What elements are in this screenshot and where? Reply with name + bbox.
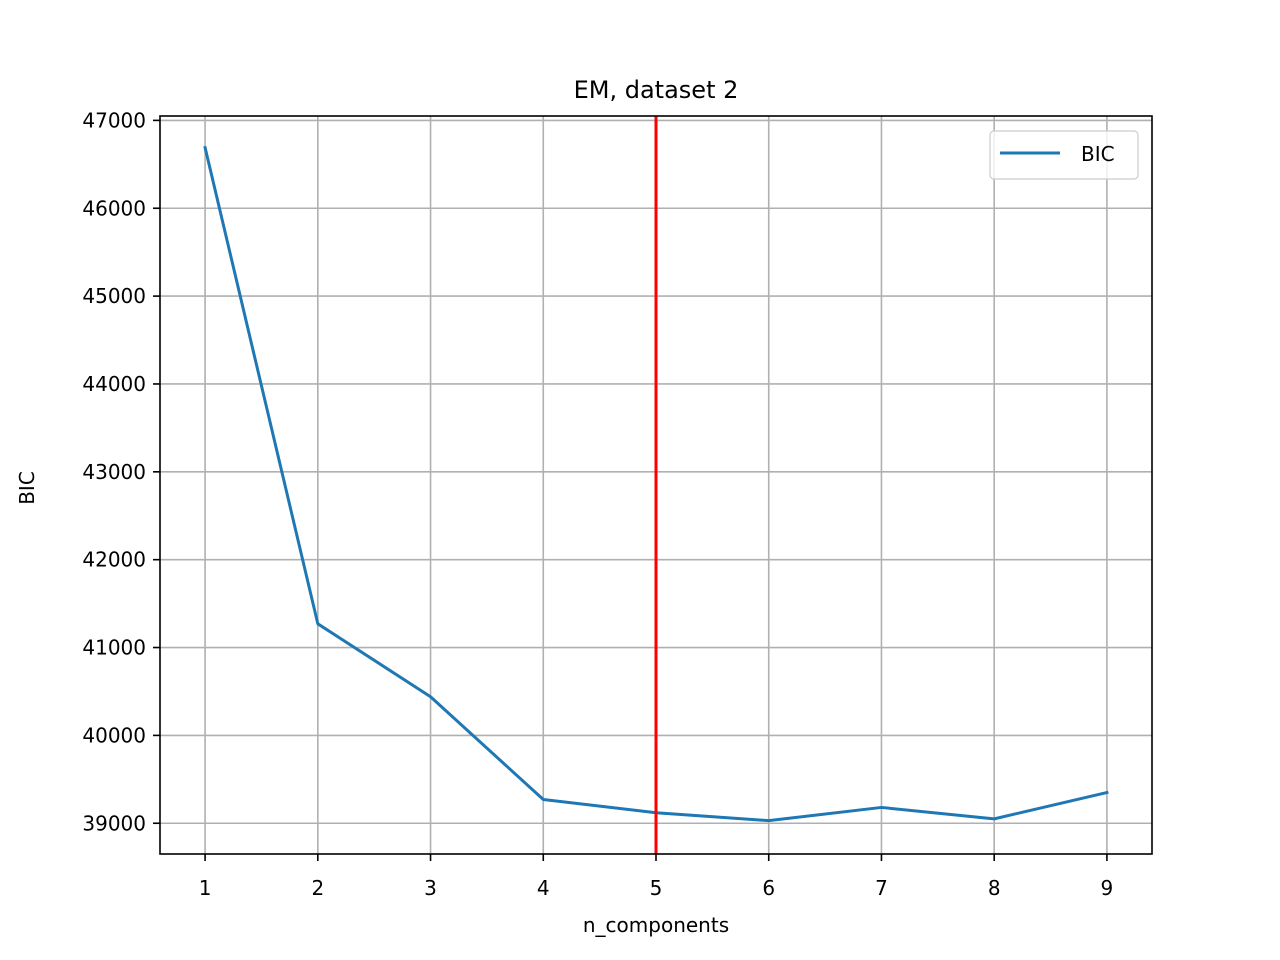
y-tick-label: 44000: [82, 372, 146, 396]
y-tick-label: 43000: [82, 460, 146, 484]
y-tick-label: 42000: [82, 548, 146, 572]
plot-series: [203, 116, 1109, 854]
chart-title: EM, dataset 2: [574, 76, 739, 104]
y-tick-label: 46000: [82, 196, 146, 220]
x-tick-label: 8: [988, 876, 1001, 900]
x-tick-label: 5: [650, 876, 663, 900]
x-tick-label: 3: [424, 876, 437, 900]
y-axis-label: BIC: [15, 471, 39, 505]
legend: BIC: [989, 130, 1139, 180]
x-tick-label: 1: [199, 876, 212, 900]
x-tick-label: 9: [1101, 876, 1114, 900]
y-tick-label: 39000: [82, 811, 146, 835]
x-tick-label: 4: [537, 876, 550, 900]
x-tick-label: 7: [875, 876, 888, 900]
y-tick-label: 45000: [82, 284, 146, 308]
ticks: 1 2 3 4 5 6 7 8 9 39000 40000 41000 42000 43000 44000 4…: [82, 108, 1113, 900]
x-axis-label: n_components: [583, 913, 729, 937]
y-tick-label: 47000: [82, 108, 146, 132]
x-tick-label: 2: [311, 876, 324, 900]
y-tick-label: 41000: [82, 636, 146, 660]
legend-label-bic: BIC: [1081, 142, 1115, 166]
y-tick-label: 40000: [82, 723, 146, 747]
x-tick-label: 6: [762, 876, 775, 900]
legend-box: [989, 130, 1139, 180]
